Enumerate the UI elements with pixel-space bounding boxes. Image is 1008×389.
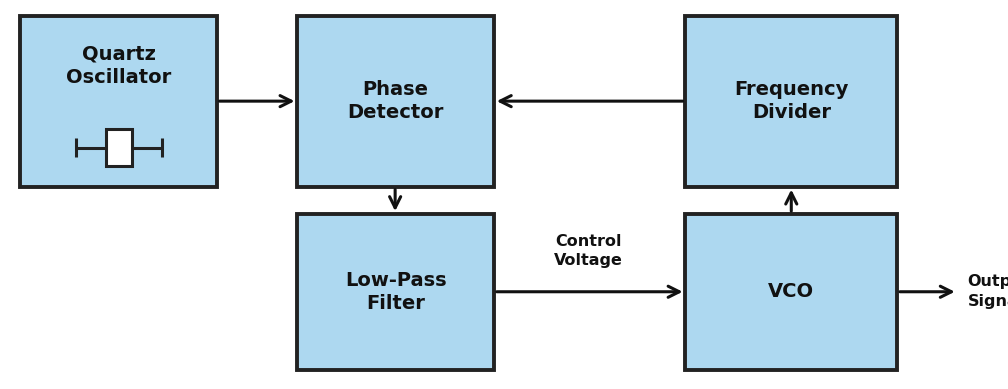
Text: Output
Signal: Output Signal (968, 274, 1008, 309)
Text: Control
Voltage: Control Voltage (554, 233, 623, 268)
Bar (685, 16, 897, 187)
Text: VCO: VCO (768, 282, 814, 301)
Text: Low-Pass
Filter: Low-Pass Filter (345, 270, 447, 313)
Bar (297, 214, 494, 370)
Text: Frequency
Divider: Frequency Divider (734, 80, 849, 123)
Text: Phase
Detector: Phase Detector (348, 80, 444, 123)
Text: Quartz
Oscillator: Quartz Oscillator (66, 45, 171, 88)
Bar (685, 214, 897, 370)
Bar (297, 16, 494, 187)
Bar (20, 16, 217, 187)
Bar (106, 129, 132, 166)
